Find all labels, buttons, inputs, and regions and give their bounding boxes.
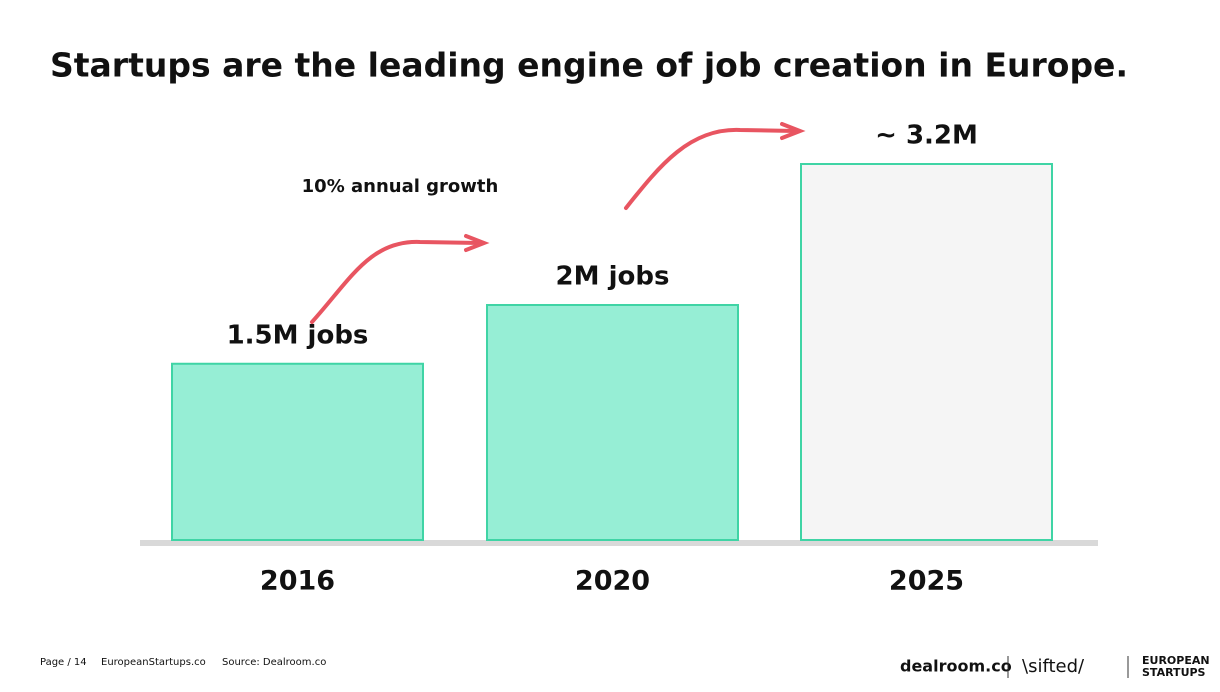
annotation: 10% annual growth — [302, 176, 499, 197]
value-label: 2M jobs — [556, 262, 670, 292]
source: Source: Dealroom.co — [222, 657, 326, 668]
baseline — [140, 540, 1098, 546]
x-tick-label: 2020 — [575, 566, 650, 597]
logo-es: STARTUPS — [1142, 666, 1206, 679]
bar — [800, 163, 1053, 541]
arrow — [310, 239, 482, 324]
arrow-head — [464, 234, 490, 252]
arrow — [624, 127, 798, 210]
bar — [171, 362, 424, 541]
logo-dealroom: dealroom.co — [900, 657, 1012, 676]
bar — [486, 304, 739, 541]
growth-arrows — [310, 122, 806, 324]
logo-es: EUROPEAN — [1142, 654, 1210, 667]
arrow-head — [780, 122, 806, 140]
value-label: ~ 3.2M — [875, 121, 978, 151]
site: EuropeanStartups.co — [101, 657, 206, 668]
chart-title: Startups are the leading engine of job c… — [50, 46, 1128, 85]
page-number: Page / 14 — [40, 657, 87, 668]
x-tick-label: 2025 — [889, 566, 964, 597]
value-label: 1.5M jobs — [227, 320, 369, 350]
logo-sifted: \sifted/ — [1022, 656, 1085, 677]
x-tick-label: 2016 — [260, 566, 335, 597]
